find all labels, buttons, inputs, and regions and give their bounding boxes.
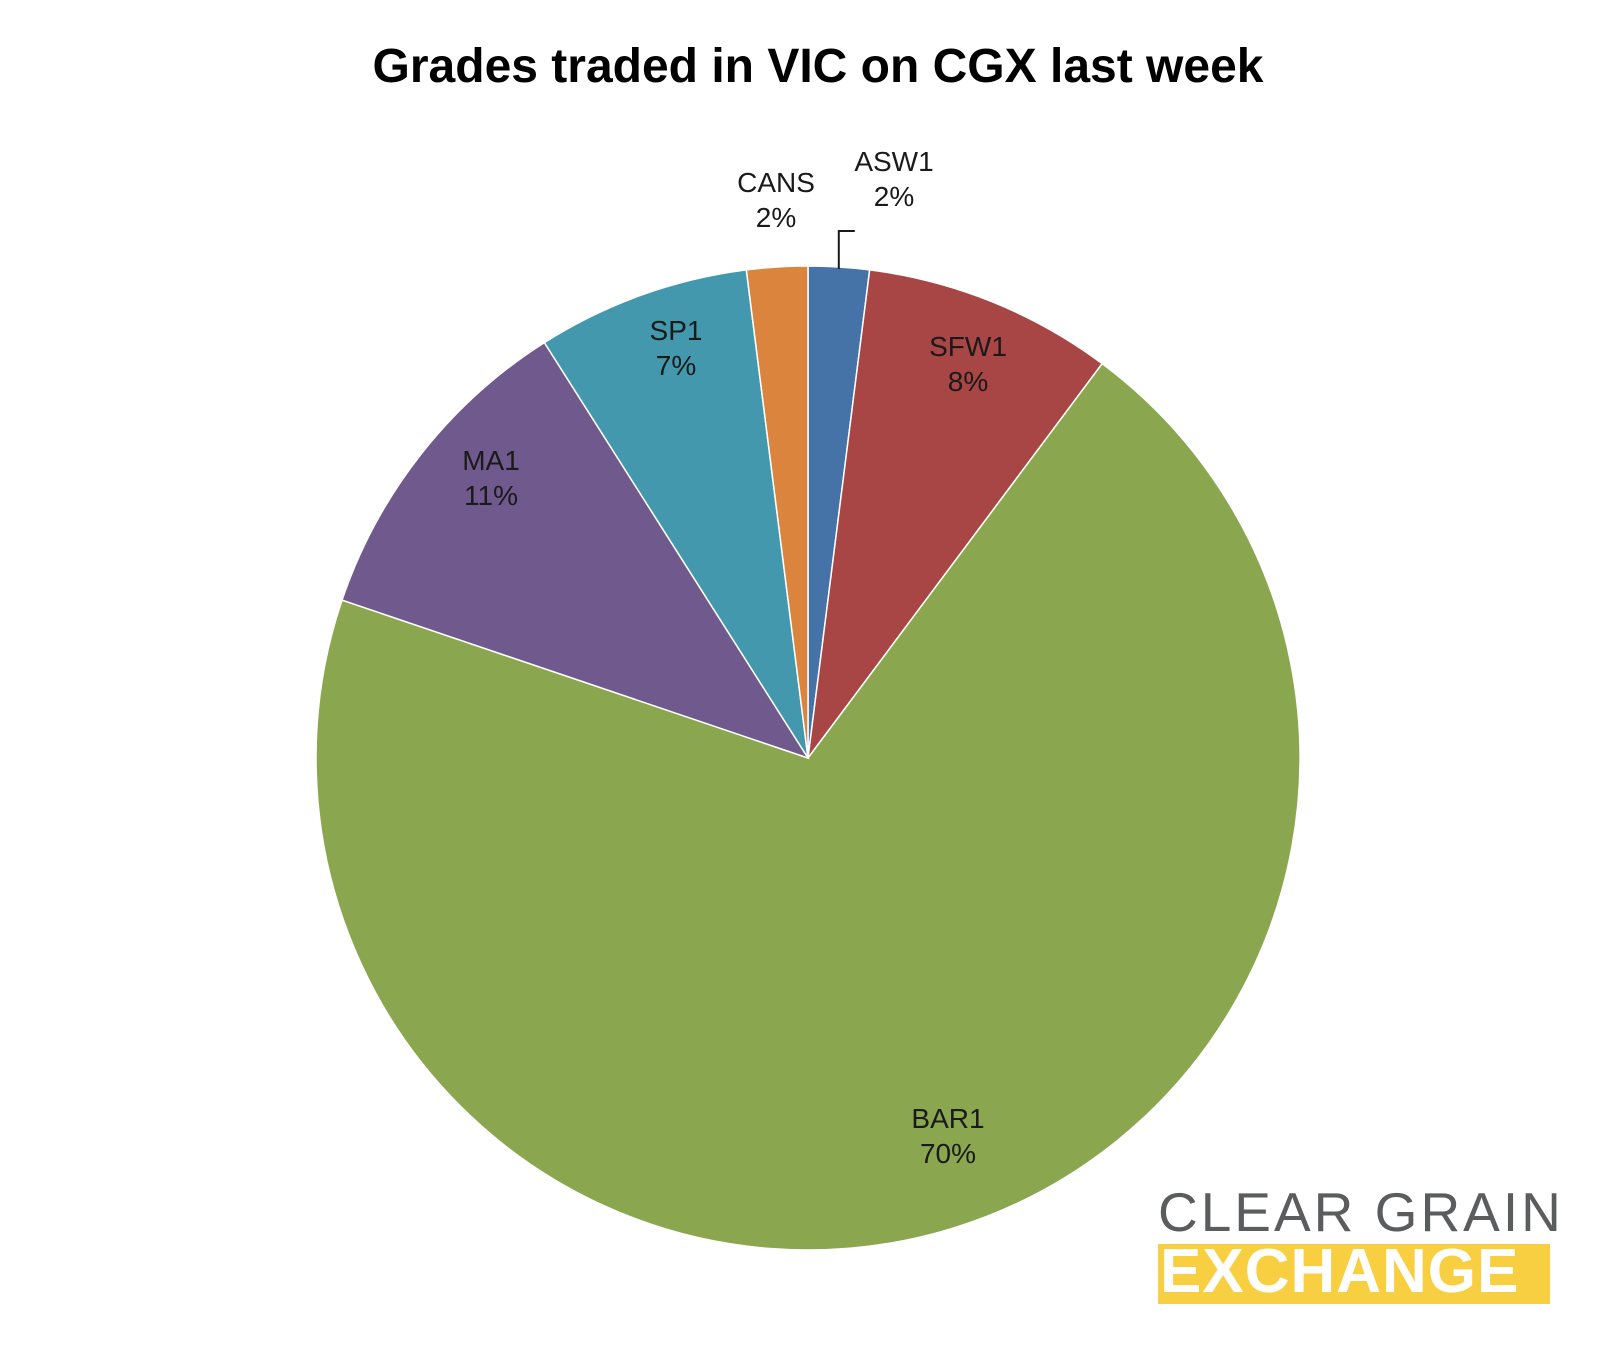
slice-label-ma1: MA1 <box>462 445 520 476</box>
leader-line-asw1 <box>837 230 855 269</box>
slice-percent-ma1: 11% <box>464 480 518 511</box>
pie-slice-ma1 <box>341 341 810 760</box>
slice-percent-sfw1: 8% <box>948 366 988 397</box>
chart-title: Grades traded in VIC on CGX last week <box>373 40 1264 93</box>
slice-percent-asw1: 2% <box>874 181 914 212</box>
slice-label-asw1: ASW1 <box>854 146 933 177</box>
slice-label-sp1: SP1 <box>650 315 703 346</box>
logo-text-bottom: EXCHANGE <box>1160 1244 1520 1304</box>
slice-label-sfw1: SFW1 <box>929 331 1007 362</box>
clear-grain-exchange-logo: CLEAR GRAIN EXCHANGE <box>1158 1181 1564 1310</box>
slice-labels: ASW1 2% SFW1 8% BAR1 70% MA1 11% SP1 7% CANS 2% <box>462 146 1007 1169</box>
slice-label-cans: CANS <box>737 167 815 198</box>
pie-slice-sp1 <box>543 269 809 759</box>
pie-slices <box>315 265 1301 1251</box>
logo-text-top: CLEAR GRAIN <box>1158 1181 1564 1243</box>
slice-percent-bar1: 70% <box>920 1138 976 1169</box>
slice-label-bar1: BAR1 <box>911 1103 984 1134</box>
pie-slice-bar1 <box>315 362 1301 1251</box>
slice-percent-cans: 2% <box>756 202 796 233</box>
logo-yellow-bar: EXCHANGE <box>1158 1244 1550 1304</box>
pie-slice-sfw1 <box>806 269 1104 761</box>
slice-percent-sp1: 7% <box>656 350 696 381</box>
pie-slice-cans <box>745 265 809 759</box>
